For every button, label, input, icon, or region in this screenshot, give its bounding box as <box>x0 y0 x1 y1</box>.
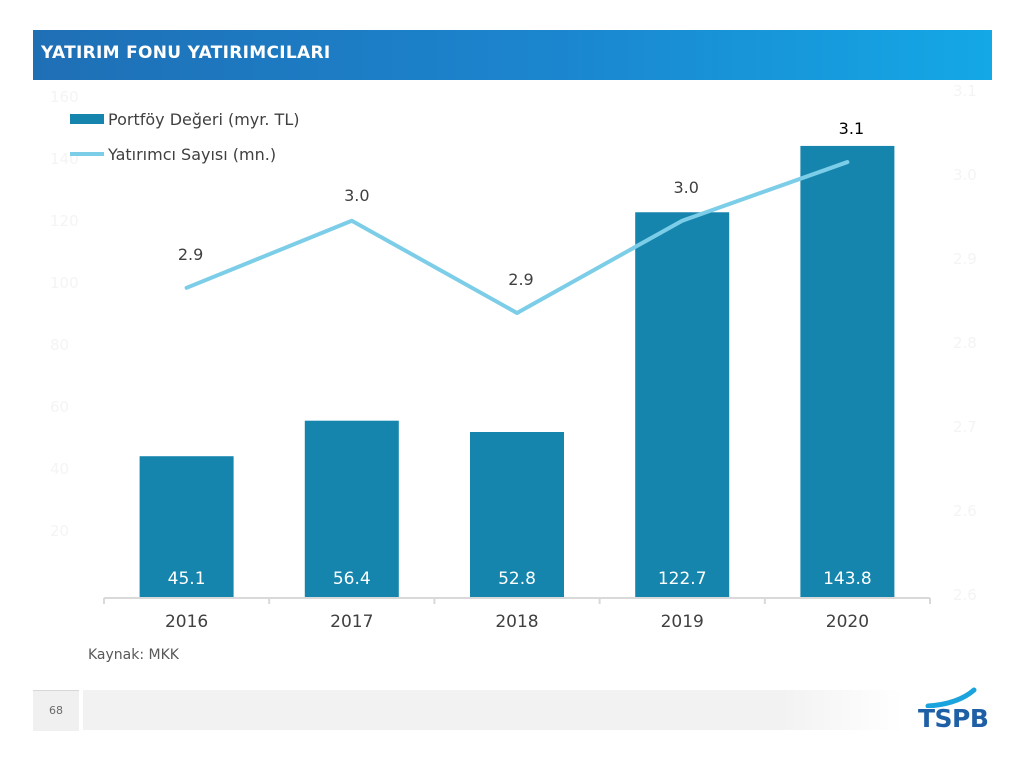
source-note: Kaynak: MKK <box>88 647 179 663</box>
line-label-2019: 3.0 <box>673 178 698 197</box>
logo-text: TSPB <box>918 704 989 733</box>
right-axis-ticks: 2.6 2.6 2.7 2.8 2.9 3.0 3.1 <box>953 82 977 604</box>
page-number-box: 68 <box>33 690 79 731</box>
legend-line-swatch <box>70 152 104 156</box>
footer-bar <box>83 690 903 730</box>
bar-2016 <box>139 456 234 598</box>
left-tick-label: 20 <box>50 522 69 540</box>
bar-2019 <box>635 212 730 598</box>
x-label-2017: 2017 <box>330 612 373 632</box>
right-tick-label: 2.6 <box>953 586 977 604</box>
left-tick-label: 120 <box>50 212 79 230</box>
bar-label-2017: 56.4 <box>333 569 371 589</box>
left-tick-label: 60 <box>50 398 69 416</box>
page-title: YATIRIM FONU YATIRIMCILARI <box>41 43 331 63</box>
x-label-2018: 2018 <box>495 612 538 632</box>
bar-label-2019: 122.7 <box>658 569 707 589</box>
bar-2017 <box>304 420 399 598</box>
legend-item-portfoy: Portföy Değeri (myr. TL) <box>70 107 299 131</box>
bar-label-2018: 52.8 <box>498 569 536 589</box>
right-tick-label: 3.1 <box>953 82 977 100</box>
line-label-2016: 2.9 <box>178 245 203 264</box>
left-tick-label: 100 <box>50 274 79 292</box>
bar-label-2020: 143.8 <box>823 569 872 589</box>
bar-series <box>139 145 895 598</box>
line-value-labels: 2.9 3.0 2.9 3.0 3.1 <box>178 119 864 289</box>
line-label-2017: 3.0 <box>344 186 369 205</box>
right-tick-label: 2.7 <box>953 418 977 436</box>
x-axis-tick-marks <box>103 598 931 604</box>
line-series <box>184 160 850 315</box>
legend-label-yatirimci: Yatırımcı Sayısı (mn.) <box>108 144 277 164</box>
line-label-2018: 2.9 <box>508 270 533 289</box>
bar-2020 <box>800 145 895 598</box>
page-number: 68 <box>49 704 63 717</box>
logo-swoosh-icon <box>925 687 977 708</box>
x-label-2016: 2016 <box>165 612 208 632</box>
x-label-2019: 2019 <box>661 612 704 632</box>
line-label-2020: 3.1 <box>839 119 864 138</box>
right-tick-label: 2.6 <box>953 502 977 520</box>
title-bar: YATIRIM FONU YATIRIMCILARI <box>33 30 992 80</box>
left-tick-label: 160 <box>50 88 79 106</box>
right-tick-label: 3.0 <box>953 166 977 184</box>
left-tick-label: 80 <box>50 336 69 354</box>
x-label-2020: 2020 <box>826 612 869 632</box>
right-tick-label: 2.8 <box>953 334 977 352</box>
bar-label-2016: 45.1 <box>168 569 206 589</box>
legend-label-portfoy: Portföy Değeri (myr. TL) <box>108 109 300 129</box>
tspb-logo: TSPB <box>918 686 989 734</box>
left-tick-label: 40 <box>50 460 69 478</box>
legend-item-yatirimci: Yatırımcı Sayısı (mn.) <box>70 142 276 166</box>
x-axis-category-labels: 2016 2017 2018 2019 2020 <box>165 612 869 632</box>
right-tick-label: 2.9 <box>953 250 977 268</box>
bar-2018 <box>470 432 564 598</box>
bar-value-labels: 45.1 56.4 52.8 122.7 143.8 <box>168 569 872 589</box>
legend-bar-swatch <box>70 114 104 124</box>
